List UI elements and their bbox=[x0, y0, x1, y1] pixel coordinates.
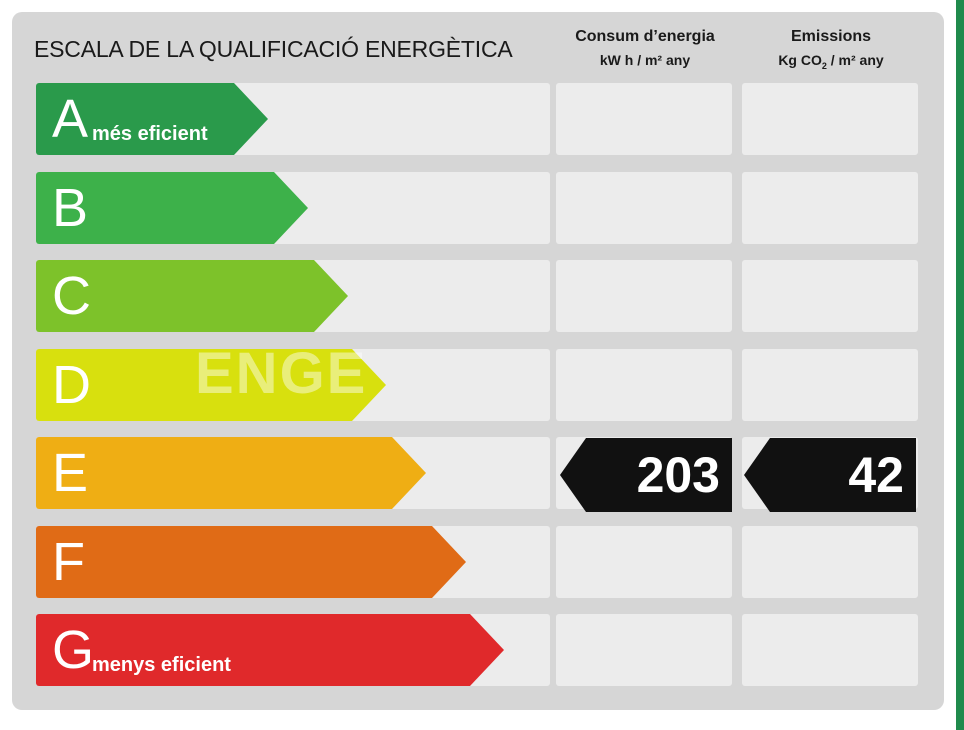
grade-arrow-f bbox=[36, 526, 466, 598]
grade-letter-g: G bbox=[52, 620, 95, 680]
consumption-unit: kW h / m² any bbox=[599, 52, 691, 68]
grade-arrow-c bbox=[36, 260, 348, 332]
consumption-heading: Consum d’energia bbox=[575, 28, 715, 45]
grade-arrow-e bbox=[36, 437, 426, 509]
grade-arrow-a bbox=[36, 83, 268, 155]
emissions-cell-b bbox=[742, 172, 918, 244]
label-title: ESCALA DE LA QUALIFICACIÓ ENERGÈTICA bbox=[34, 36, 513, 62]
consumption-cell-d bbox=[556, 349, 732, 421]
consumption-cell-b bbox=[556, 172, 732, 244]
consumption-value: 203 bbox=[560, 438, 732, 512]
grade-arrow-b bbox=[36, 172, 308, 244]
emissions-value: 42 bbox=[744, 438, 916, 512]
grade-letter-c: C bbox=[52, 266, 91, 326]
emissions-cell-d bbox=[742, 349, 918, 421]
watermark: ENGE bbox=[195, 341, 368, 406]
emissions-unit: Kg CO2 / m² any bbox=[778, 52, 884, 71]
grade-letter-b: B bbox=[52, 178, 89, 238]
grade-letter-a: A bbox=[52, 89, 89, 149]
grade-sublabel-g: menys eficient bbox=[92, 654, 231, 676]
grade-letter-f: F bbox=[52, 532, 85, 592]
emissions-cell-c bbox=[742, 260, 918, 332]
consumption-cell-f bbox=[556, 526, 732, 598]
grade-sublabel-a: més eficient bbox=[92, 123, 208, 145]
emissions-cell-g bbox=[742, 614, 918, 686]
grade-arrow-d bbox=[36, 349, 386, 421]
consumption-header: Consum d’energia kW h / m² any bbox=[556, 28, 734, 68]
consumption-cell-a bbox=[556, 83, 732, 155]
consumption-cell-c bbox=[556, 260, 732, 332]
green-edge bbox=[956, 0, 964, 730]
grade-letter-e: E bbox=[52, 443, 89, 503]
grade-arrow-g bbox=[36, 614, 504, 686]
emissions-header: Emissions Kg CO2 / m² any bbox=[742, 28, 920, 71]
emissions-cell-f bbox=[742, 526, 918, 598]
emissions-cell-a bbox=[742, 83, 918, 155]
consumption-cell-g bbox=[556, 614, 732, 686]
emissions-heading: Emissions bbox=[790, 28, 872, 45]
grade-letter-d: D bbox=[52, 355, 91, 415]
